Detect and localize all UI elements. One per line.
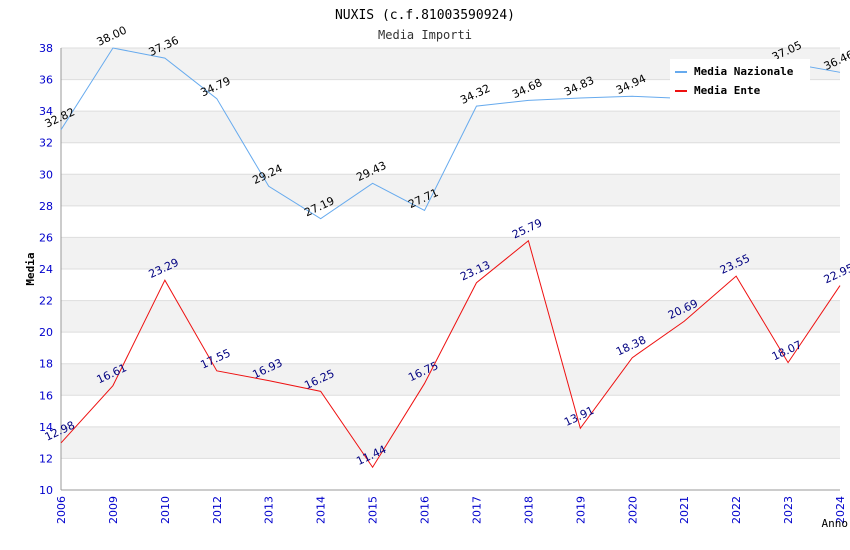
x-tick-label: 2022	[730, 496, 743, 524]
x-tick-label: 2020	[626, 496, 639, 524]
grid-band	[61, 174, 840, 206]
x-tick-label: 2021	[678, 496, 691, 524]
x-tick-label: 2024	[834, 496, 847, 524]
y-tick-label: 16	[39, 389, 53, 402]
x-tick-label: 2018	[522, 496, 535, 524]
grid-band	[61, 111, 840, 143]
x-tick-label: 2009	[107, 496, 120, 524]
legend-label-media-ente: Media Ente	[694, 84, 761, 97]
x-tick-label: 2017	[470, 496, 483, 524]
y-tick-label: 20	[39, 326, 53, 339]
y-tick-label: 34	[39, 105, 53, 118]
grid-band	[61, 363, 840, 396]
grid-lines	[61, 47, 840, 491]
x-tick-label: 2016	[419, 496, 432, 524]
legend: Media Nazionale Media Ente	[670, 59, 810, 101]
y-tick-label: 10	[39, 484, 53, 497]
plot-background	[61, 48, 840, 459]
data-label: 38.00	[95, 24, 129, 49]
x-tick-labels: 2006 2009 2010 2012 2013 2014 2015 2016 2017 2018…	[55, 496, 847, 524]
y-tick-label: 22	[39, 295, 53, 308]
y-tick-label: 28	[39, 200, 53, 213]
legend-box	[670, 59, 810, 101]
y-tick-label: 30	[39, 168, 53, 181]
x-tick-label: 2014	[315, 496, 328, 524]
grid-band	[61, 300, 840, 333]
data-label: 18.07	[770, 338, 804, 363]
y-tick-label: 24	[39, 263, 53, 276]
legend-label-media-nazionale: Media Nazionale	[694, 65, 794, 78]
chart-subtitle: Media Importi	[378, 28, 472, 42]
y-axis-label: Media	[24, 252, 37, 285]
x-axis-label: Anno	[822, 517, 849, 530]
y-tick-labels: 10 12 14 16 18 20 22 24 26 28 30 32 34 36 38	[39, 42, 53, 497]
x-tick-label: 2010	[159, 496, 172, 524]
y-tick-label: 38	[39, 42, 53, 55]
series-line-media-ente	[60, 239, 841, 469]
chart-title: NUXIS (c.f.81003590924)	[335, 8, 515, 23]
x-tick-label: 2013	[263, 496, 276, 524]
grid-band	[61, 237, 840, 269]
y-tick-label: 32	[39, 137, 53, 150]
y-tick-label: 26	[39, 231, 53, 244]
y-tick-label: 14	[39, 421, 53, 434]
y-tick-label: 12	[39, 452, 53, 465]
data-label: 34.32	[458, 82, 492, 107]
x-tick-label: 2012	[211, 496, 224, 524]
data-label: 18.38	[614, 333, 648, 358]
y-tick-label: 18	[39, 358, 53, 371]
x-tick-label: 2006	[55, 496, 68, 524]
grid-band	[61, 426, 840, 459]
x-tick-label: 2023	[782, 496, 795, 524]
x-tick-label: 2015	[367, 496, 380, 524]
x-tick-label: 2019	[574, 496, 587, 524]
y-tick-label: 36	[39, 74, 53, 87]
